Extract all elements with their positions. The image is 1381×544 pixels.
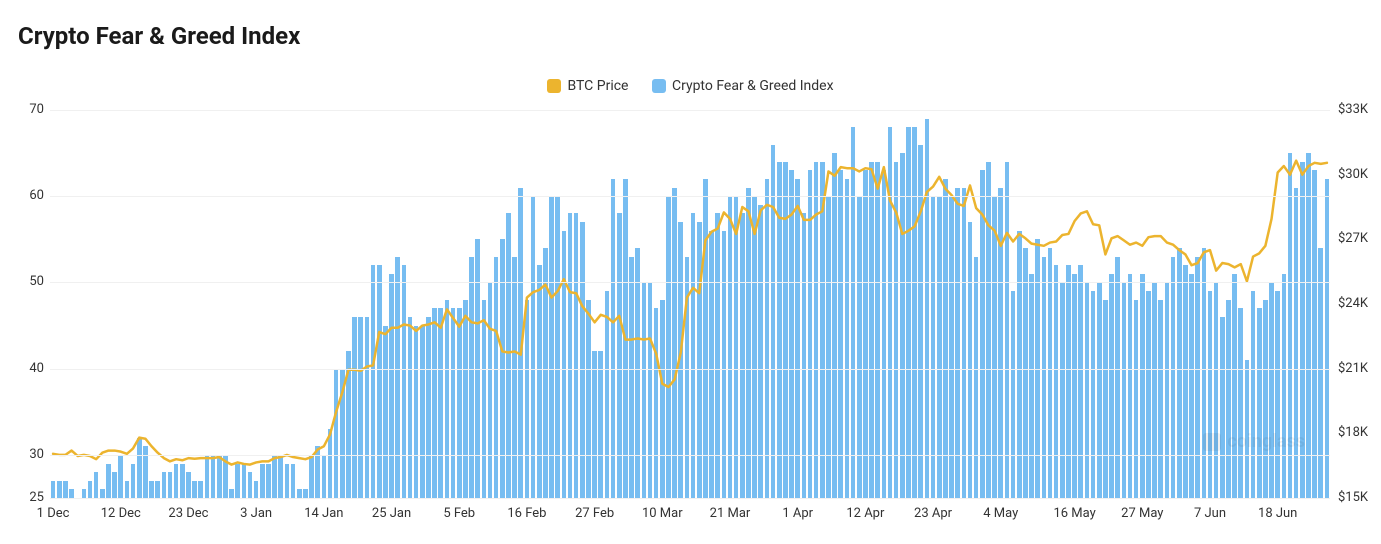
x-tick-label: 27 May — [1121, 506, 1163, 521]
x-tick-label: 14 Jan — [304, 506, 343, 521]
chart-title: Crypto Fear & Greed Index — [18, 22, 300, 50]
y-left-tick-label: 25 — [16, 490, 44, 505]
legend: BTC Price Crypto Fear & Greed Index — [0, 78, 1381, 97]
y-right-tick-label: $30K — [1338, 167, 1368, 182]
y-left-tick-label: 30 — [16, 447, 44, 462]
x-tick-label: 1 Dec — [37, 506, 70, 521]
gridline — [50, 110, 1330, 111]
legend-label-btc: BTC Price — [567, 78, 628, 94]
legend-swatch-fng — [652, 79, 666, 93]
x-tick-label: 7 Jun — [1194, 506, 1226, 521]
y-right-tick-label: $33K — [1338, 102, 1368, 117]
y-left-tick-label: 50 — [16, 274, 44, 289]
legend-item-fng[interactable]: Crypto Fear & Greed Index — [652, 78, 834, 94]
x-tick-label: 4 May — [983, 506, 1018, 521]
x-tick-label: 23 Apr — [914, 506, 952, 521]
y-left-tick-label: 70 — [16, 102, 44, 117]
x-tick-label: 10 Mar — [642, 506, 683, 521]
x-tick-label: 12 Dec — [101, 506, 141, 521]
x-tick-label: 23 Dec — [168, 506, 208, 521]
y-left-tick-label: 60 — [16, 188, 44, 203]
gridline — [50, 196, 1330, 197]
y-right-tick-label: $15K — [1338, 490, 1368, 505]
x-tick-label: 3 Jan — [240, 506, 272, 521]
x-tick-label: 16 Feb — [507, 506, 546, 521]
y-right-tick-label: $27K — [1338, 231, 1368, 246]
legend-label-fng: Crypto Fear & Greed Index — [672, 78, 834, 94]
y-right-tick-label: $21K — [1338, 361, 1368, 376]
x-tick-label: 1 Apr — [782, 506, 813, 521]
btc-price-line[interactable] — [53, 161, 1327, 465]
x-tick-label: 21 Mar — [710, 506, 751, 521]
legend-item-btc[interactable]: BTC Price — [547, 78, 628, 94]
gridline — [50, 369, 1330, 370]
plot-area: coinglass 253040506070$15K$18K$21K$24K$2… — [50, 110, 1330, 499]
x-tick-label: 18 Jun — [1258, 506, 1297, 521]
x-tick-label: 16 May — [1053, 506, 1095, 521]
gridline — [50, 498, 1330, 499]
chart-container: Crypto Fear & Greed Index BTC Price Cryp… — [0, 0, 1381, 544]
gridline — [50, 455, 1330, 456]
x-tick-label: 5 Feb — [443, 506, 475, 521]
y-right-tick-label: $18K — [1338, 425, 1368, 440]
x-tick-label: 12 Apr — [846, 506, 884, 521]
y-left-tick-label: 40 — [16, 361, 44, 376]
y-right-tick-label: $24K — [1338, 296, 1368, 311]
x-tick-label: 27 Feb — [575, 506, 614, 521]
gridline — [50, 282, 1330, 283]
x-tick-label: 25 Jan — [372, 506, 411, 521]
legend-swatch-btc — [547, 79, 561, 93]
line-layer — [50, 110, 1330, 498]
